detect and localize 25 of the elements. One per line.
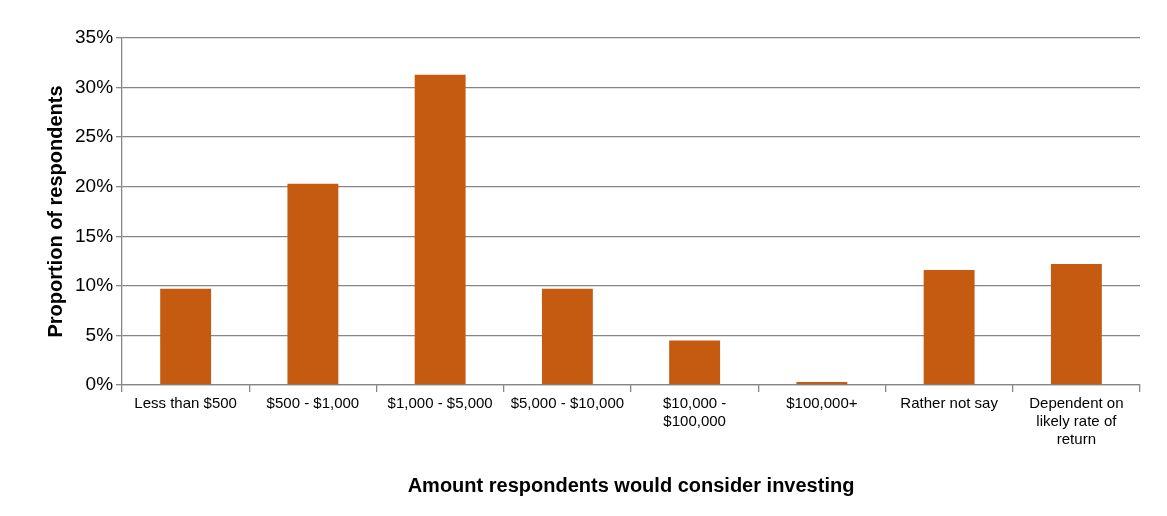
y-tick-label: 25% (75, 125, 114, 147)
bar (160, 288, 212, 385)
x-tick-label: Rather not say (900, 394, 999, 412)
x-tick-label: Dependent on likely rate of return (1029, 394, 1124, 448)
y-tick-label: 30% (75, 75, 114, 97)
bar (669, 340, 721, 385)
bar (1050, 264, 1102, 385)
y-tick-label: 5% (85, 323, 114, 345)
x-axis-title: Amount respondents would consider investing (407, 473, 855, 496)
y-tick-label: 35% (75, 26, 114, 48)
bar (923, 269, 975, 385)
x-tick-label: Less than $500 (134, 394, 237, 412)
bar (541, 288, 593, 385)
y-axis-title: Proportion of respondents (43, 85, 66, 338)
bar (414, 74, 466, 385)
x-tick-label: $500 - $1,000 (266, 394, 360, 412)
x-tick-label: $5,000 - $10,000 (510, 394, 625, 412)
y-tick-label: 15% (75, 224, 114, 246)
x-tick-label: $10,000 - $100,000 (662, 394, 727, 430)
bar (287, 183, 339, 385)
x-tick-label: $1,000 - $5,000 (387, 394, 493, 412)
y-tick-label: 20% (75, 174, 114, 196)
y-tick-label: 0% (85, 373, 114, 395)
y-tick-label: 10% (75, 274, 114, 296)
x-tick-label: $100,000+ (786, 394, 858, 412)
